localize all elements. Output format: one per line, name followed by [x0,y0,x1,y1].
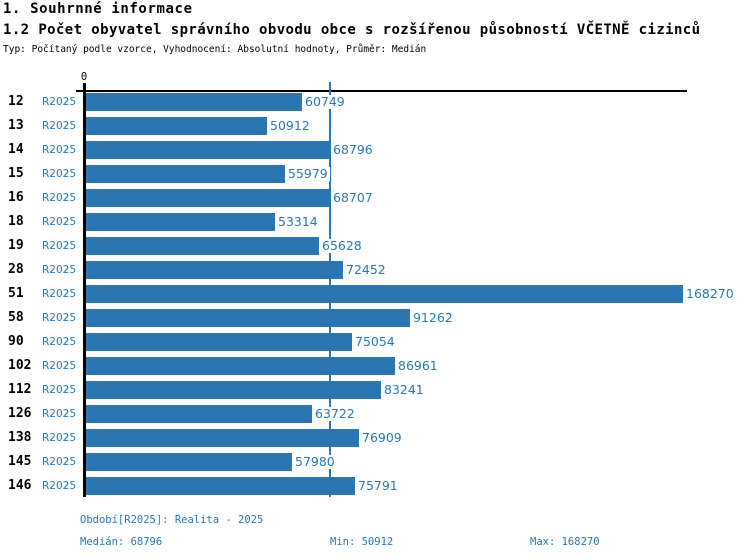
bar [86,333,352,351]
footer-period: Období[R2025]: Realita - 2025 [80,514,264,526]
bar [86,309,410,327]
x-axis-line [76,90,687,92]
value-label: 55979 [288,166,330,181]
bar [86,213,275,231]
row-label: 16 [8,190,24,205]
value-label: 76909 [362,430,404,445]
series-label: R2025 [42,144,77,156]
series-label: R2025 [42,432,77,444]
bar [86,165,285,183]
row-label: 112 [8,382,32,397]
bar [86,357,395,375]
series-label: R2025 [42,456,77,468]
value-label: 68796 [333,142,375,157]
value-label: 86961 [398,358,440,373]
value-label: 60749 [305,94,347,109]
row-label: 58 [8,310,24,325]
value-label: 75791 [358,478,400,493]
series-label: R2025 [42,240,77,252]
value-label: 50912 [270,118,312,133]
series-label: R2025 [42,480,77,492]
bar [86,429,359,447]
row-label: 13 [8,118,24,133]
chart-title: 1.2 Počet obyvatel správního obvodu obce… [3,22,701,38]
value-label: 53314 [278,214,320,229]
series-label: R2025 [42,96,77,108]
bar [86,381,381,399]
bar [86,117,267,135]
series-label: R2025 [42,216,77,228]
report-title: 1. Souhrnné informace [3,1,193,17]
series-label: R2025 [42,336,77,348]
series-label: R2025 [42,312,77,324]
row-label: 15 [8,166,24,181]
value-label: 91262 [413,310,455,325]
bar [86,453,292,471]
row-label: 126 [8,406,32,421]
row-label: 146 [8,478,32,493]
x-axis-tick-label: 0 [80,71,88,83]
chart-meta: Typ: Počítaný podle vzorce, Vyhodnocení:… [3,44,427,55]
row-label: 138 [8,430,32,445]
value-label: 75054 [355,334,397,349]
bar [86,237,319,255]
value-label: 68707 [333,190,375,205]
value-label: 65628 [322,238,364,253]
bar [86,285,683,303]
row-label: 18 [8,214,24,229]
value-label: 83241 [384,382,426,397]
bar [86,477,355,495]
series-label: R2025 [42,384,77,396]
bar [86,189,330,207]
series-label: R2025 [42,168,77,180]
series-label: R2025 [42,264,77,276]
bar [86,93,302,111]
row-label: 19 [8,238,24,253]
bar [86,261,343,279]
row-label: 28 [8,262,24,277]
footer-median: Medián: 68796 [80,536,163,548]
series-label: R2025 [42,120,77,132]
row-label: 51 [8,286,24,301]
row-label: 102 [8,358,32,373]
series-label: R2025 [42,408,77,420]
footer-max: Max: 168270 [530,536,600,548]
row-label: 145 [8,454,32,469]
value-label: 57980 [295,454,337,469]
y-axis-line [83,83,86,497]
row-label: 12 [8,94,24,109]
series-label: R2025 [42,192,77,204]
bar [86,141,330,159]
series-label: R2025 [42,360,77,372]
row-label: 14 [8,142,24,157]
row-label: 90 [8,334,24,349]
series-label: R2025 [42,288,77,300]
bar [86,405,312,423]
value-label: 72452 [346,262,388,277]
footer-min: Min: 50912 [330,536,394,548]
value-label: 63722 [315,406,357,421]
value-label: 168270 [686,286,736,301]
